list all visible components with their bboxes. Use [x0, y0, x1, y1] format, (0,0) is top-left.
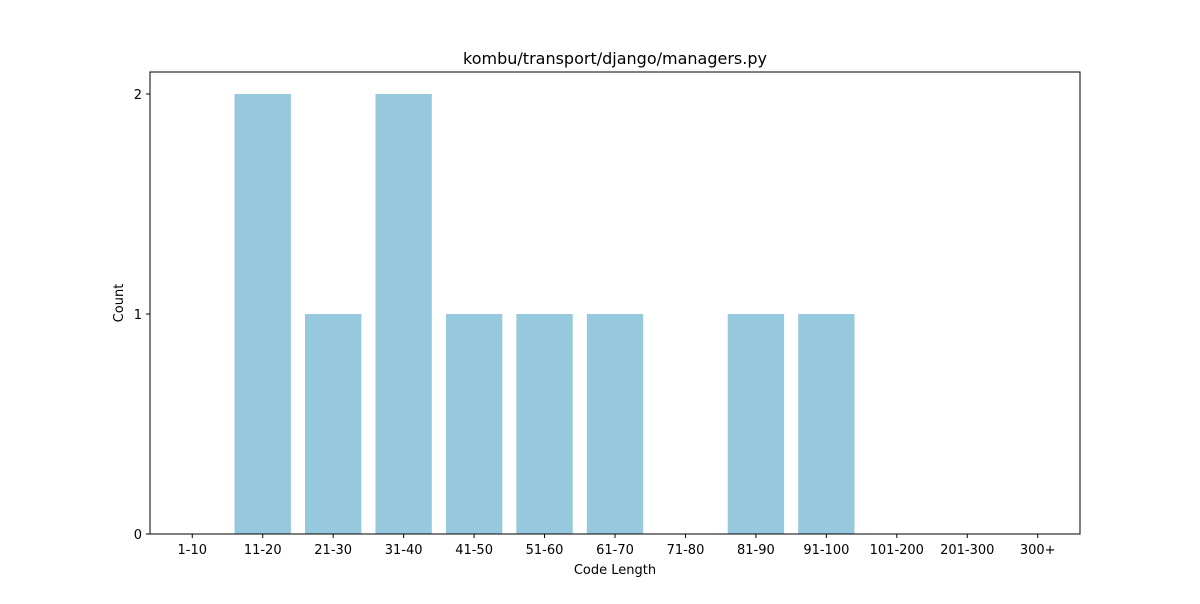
y-tick-label: 1: [134, 308, 142, 323]
bar-51-60: [516, 314, 573, 534]
y-tick-label: 2: [134, 88, 142, 103]
x-tick-label: 21-30: [314, 543, 352, 558]
x-tick-label: 81-90: [737, 543, 775, 558]
bars-layer: [234, 94, 855, 534]
x-tick-label: 11-20: [244, 543, 282, 558]
x-tick-label: 201-300: [940, 543, 994, 558]
x-tick-label: 71-80: [667, 543, 705, 558]
bar-21-30: [305, 314, 362, 534]
x-tick-label: 300+: [1020, 543, 1056, 558]
bar-61-70: [586, 314, 644, 534]
x-axis-label: Code Length: [574, 563, 656, 578]
bar-81-90: [727, 314, 785, 534]
x-tick-label: 1-10: [178, 543, 208, 558]
y-axis-label: Count: [112, 284, 127, 323]
x-tick-label: 101-200: [870, 543, 924, 558]
bar-91-100: [798, 314, 855, 534]
bar-41-50: [445, 314, 503, 534]
x-axis-ticks: 1-10 11-20 21-30 31-40 41-50 51-60 61-70 71-80 8…: [178, 534, 1056, 558]
x-tick-label: 51-60: [526, 543, 564, 558]
y-tick-label: 0: [134, 528, 142, 543]
y-axis-ticks: 0 1 2: [134, 88, 150, 543]
bar-11-20: [234, 94, 291, 534]
bar-31-40: [375, 94, 432, 534]
chart-title: kombu/transport/django/managers.py: [463, 49, 767, 68]
x-tick-label: 31-40: [385, 543, 423, 558]
x-tick-label: 41-50: [455, 543, 493, 558]
x-tick-label: 61-70: [596, 543, 634, 558]
x-tick-label: 91-100: [803, 543, 849, 558]
